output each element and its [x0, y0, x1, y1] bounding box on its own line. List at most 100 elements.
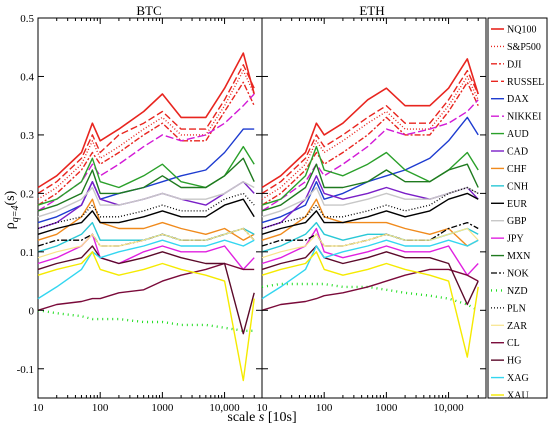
eth-series-xag — [261, 239, 479, 300]
eth-series-russel — [261, 69, 479, 194]
legend-item: PLN — [491, 303, 526, 314]
btc-series-xau — [37, 251, 255, 382]
legend-label: XAG — [507, 373, 529, 384]
y-tick-label: -0.1 — [17, 364, 34, 376]
btc-series-zar — [37, 227, 255, 259]
btc-series-eur — [37, 198, 255, 235]
legend-label: CL — [507, 338, 520, 349]
legend-item: XAG — [491, 373, 529, 384]
legend-item: HG — [491, 356, 521, 367]
y-axis-label-tail: (s) — [3, 190, 18, 205]
y-tick-label: 0 — [29, 305, 35, 317]
eth-series-zar — [261, 227, 479, 259]
legend-label: ZAR — [507, 321, 527, 332]
y-tick-label: 0.2 — [20, 188, 34, 200]
legend-label: CNH — [507, 181, 528, 192]
btc-series-nzd — [37, 309, 255, 332]
y-tick-label: 0.1 — [20, 247, 34, 259]
legend-label: CAD — [507, 147, 528, 158]
legend-label: JPY — [507, 234, 524, 245]
btc-series-mxn — [37, 157, 255, 212]
legend-item: GBP — [491, 216, 527, 227]
btc-series-cl — [37, 262, 255, 311]
eth-series-mxn — [261, 163, 479, 212]
eth-x-tick-label: 10,000 — [433, 402, 464, 414]
eth-series-xau — [261, 251, 479, 358]
btc-panel: 10 100 1000 10,000 -0.1 0 0.1 0.2 0.3 0.4 0.5 — [17, 13, 263, 414]
eth-panel-title: ETH — [359, 3, 384, 18]
btc-series-xag — [37, 239, 255, 300]
legend-label: DJI — [507, 59, 521, 70]
legend-item: MXN — [491, 251, 530, 262]
eth-series-dji — [261, 81, 479, 206]
legend-label: S&P500 — [507, 42, 541, 53]
legend-label: NOK — [507, 269, 529, 280]
eth-series-pln — [261, 186, 479, 230]
btc-series-nok — [37, 227, 255, 247]
legend-label: DAX — [507, 94, 529, 105]
legend-item: CNH — [491, 181, 528, 192]
btc-series-dax — [37, 128, 255, 224]
legend-item: CAD — [491, 147, 528, 158]
legend-item: CHF — [491, 164, 527, 175]
eth-series-cad — [261, 175, 479, 230]
svg-text:ρq=4(s): ρq=4(s) — [3, 190, 21, 229]
btc-series-nikkei — [37, 93, 255, 212]
btc-panel-title: BTC — [136, 3, 161, 18]
y-axis-label-subscript: q=4 — [10, 206, 21, 223]
eth-series-eur — [261, 192, 479, 235]
legend-label: EUR — [507, 199, 527, 210]
x-axis-label: scale s [10s] — [227, 410, 296, 425]
btc-series-russel — [37, 64, 255, 194]
legend-item: DAX — [491, 94, 529, 105]
btc-series-nq100 — [37, 52, 255, 189]
eth-plot-frame — [261, 17, 487, 399]
y-tick-label: 0.4 — [20, 71, 34, 83]
y-tick-label: 0.5 — [20, 13, 34, 25]
y-axis-label: ρq=4(s) — [3, 190, 21, 229]
y-tick-label: 0.3 — [20, 130, 34, 142]
btc-series-gbp — [37, 180, 255, 218]
eth-x-tick-label: 1000 — [375, 402, 398, 414]
legend-item: NZD — [491, 286, 528, 297]
legend-item: NIKKEI — [491, 112, 541, 123]
x-axis-label-variable: s — [259, 410, 265, 425]
legend-label: CHF — [507, 164, 527, 175]
y-axis-label-symbol: ρ — [3, 222, 18, 229]
btc-x-tick-label: 10 — [33, 402, 45, 414]
x-axis-label-part2: [10s] — [264, 410, 296, 425]
btc-x-tick-label: 1000 — [151, 402, 174, 414]
btc-plot-frame — [37, 17, 263, 399]
legend-label: GBP — [507, 216, 527, 227]
eth-series-nikkei — [261, 99, 479, 212]
eth-series-gbp — [261, 186, 479, 218]
legend-item: EUR — [491, 199, 527, 210]
legend-item: DJI — [491, 59, 521, 70]
legend-label: AUD — [507, 129, 529, 140]
eth-series-nzd — [261, 282, 479, 312]
eth-series-nq100 — [261, 58, 479, 189]
x-axis-label-part1: scale — [227, 410, 258, 425]
legend-label: RUSSEL — [507, 77, 544, 88]
eth-series-cl — [261, 268, 479, 311]
legend-label: PLN — [507, 303, 526, 314]
btc-series-pln — [37, 192, 255, 230]
legend-item: CL — [491, 338, 520, 349]
legend-item: AUD — [491, 129, 529, 140]
legend-item: NQ100 — [491, 25, 536, 36]
legend-item: JPY — [491, 234, 524, 245]
legend-label: NIKKEI — [507, 112, 541, 123]
legend-label: NZD — [507, 286, 528, 297]
legend-item: ZAR — [491, 321, 527, 332]
legend-item: NOK — [491, 269, 529, 280]
btc-x-tick-label: 100 — [92, 402, 109, 414]
legend-item: XAU — [491, 391, 529, 402]
legend-item: S&P500 — [491, 42, 541, 53]
btc-x-tick-label: 10,000 — [209, 402, 240, 414]
legend: NQ100 S&P500 DJI RUSSEL DAX NIKKEI AUD CAD CHF CN… — [487, 17, 548, 402]
btc-series-sp500 — [37, 69, 255, 200]
eth-series-nok — [261, 221, 479, 247]
legend-label: MXN — [507, 251, 530, 262]
legend-label: HG — [507, 356, 521, 367]
eth-series-hg — [261, 245, 479, 306]
